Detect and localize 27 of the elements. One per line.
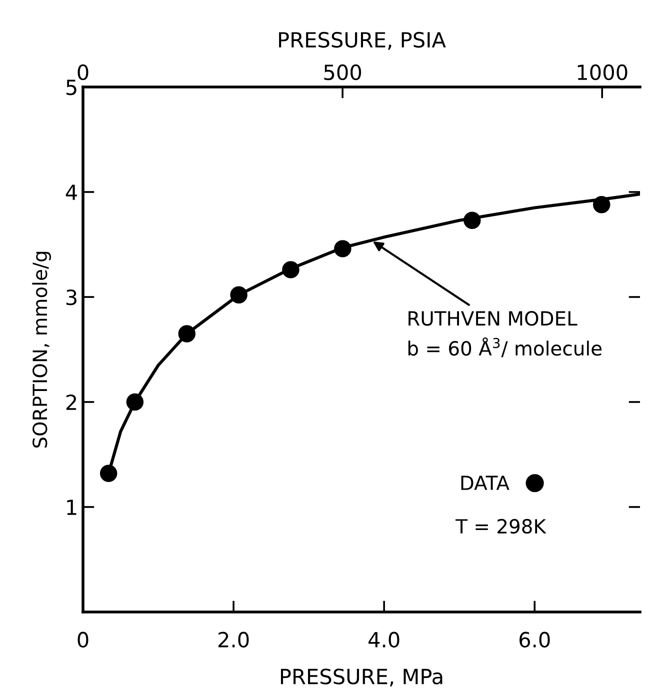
annotation: b = 60 Å$^{3}$/ molecule: [408, 337, 602, 358]
point: [126, 393, 144, 411]
y-tick-label: 2: [66, 394, 76, 410]
x2-tick-label: 0: [78, 64, 88, 80]
y-tick-label: 4: [66, 184, 77, 200]
x-tick-label: 0: [78, 632, 88, 648]
x-tick-label: 2.0: [218, 632, 249, 648]
x-axis-title: PRESSURE, MPa: [280, 668, 442, 687]
point: [334, 240, 352, 258]
y-tick-label: 3: [66, 289, 76, 306]
point: [593, 196, 610, 214]
annotation: RUTHVEN MODEL: [408, 311, 578, 326]
point: [282, 261, 300, 278]
x2-axis-title: PRESSURE, PSIA: [279, 32, 446, 50]
point: [464, 212, 481, 229]
y-axis-title: SORPTION, mmole/g: [32, 252, 51, 448]
x2-tick-label: 1000: [578, 64, 628, 80]
x-tick-label: 6.0: [520, 632, 550, 648]
y-tick-label: 5: [66, 80, 76, 96]
x2-tick-label: 500: [324, 64, 362, 80]
legend-label: DATA: [461, 476, 510, 490]
point: [230, 286, 248, 304]
point: [178, 325, 196, 342]
y-tick-label: 1: [67, 500, 76, 515]
point: [100, 464, 118, 482]
annotation: T = 298K: [456, 518, 546, 534]
x-tick-label: 4.0: [368, 632, 400, 648]
